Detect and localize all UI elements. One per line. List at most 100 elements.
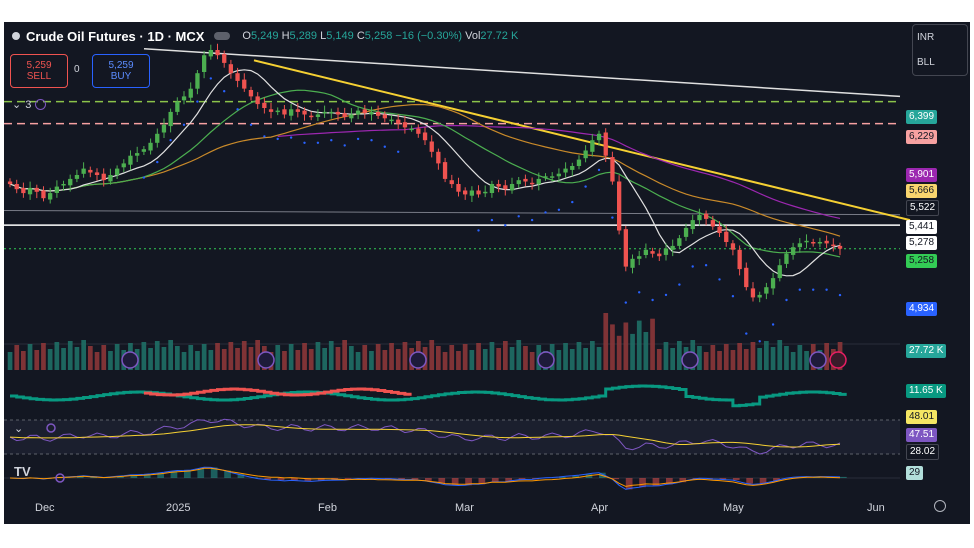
volume-label: Vol [465,30,481,42]
candle-body [21,187,26,194]
candle-body [416,128,421,134]
volume-bar [74,347,80,370]
volume-bar [248,347,254,370]
symbol-title[interactable]: Crude Oil Futures · 1D · MCX [26,28,205,44]
ma-line [9,89,841,258]
volume-bar [436,346,441,370]
candle-body [657,253,662,257]
macd-bar [719,478,727,480]
volume-bar [616,335,622,370]
volume-bar [663,342,669,370]
volume-bar [516,340,522,370]
indicator-dot [477,229,480,232]
volume-bar [154,341,160,370]
volume-bar [636,320,642,370]
candle-body [115,168,120,175]
macd-bar [197,468,205,478]
candle-body [429,141,434,152]
volume-bar [449,345,455,370]
indicators-toggle[interactable]: ⌄ 3 [12,98,47,111]
volume-bar [569,349,575,370]
candle-body [717,226,722,233]
candle-body [596,133,602,141]
candle-body [663,248,669,255]
price-scale-label: 5,278 [906,236,938,250]
buy-button[interactable]: 5,259 BUY [92,54,150,88]
toggle-icon[interactable] [214,32,231,40]
indicator-dot [223,90,226,93]
candle-body [161,124,167,133]
price-scale-label: 5,901 [906,168,938,182]
unit-label[interactable]: BLL [917,57,935,68]
macd-bar [117,476,124,478]
volume-bar [389,343,394,370]
indicator-dot [182,123,186,127]
volume-bar [482,349,488,370]
candle-body [744,267,749,288]
volume-bar [784,346,789,370]
indicator-dot [316,141,320,144]
macd-bar [732,478,740,481]
candle-body [302,110,307,115]
volume-bar [623,322,629,370]
indicators-count: 3 [25,98,32,111]
candle-body [449,180,454,185]
indicator-dot [504,224,507,227]
chevron-down-icon: ⌄ [12,99,22,111]
candle-body [583,150,588,159]
event-marker-icon [121,351,139,369]
macd-bar [237,474,245,478]
candle-body [315,114,321,117]
volume-bar [255,340,260,370]
macd-bar [451,478,459,486]
candle-body [804,240,809,243]
candle-body [402,122,408,128]
volume-bar [804,351,809,370]
price-chart[interactable]: ⌄ [4,22,970,524]
indicator-dot [356,137,360,141]
candle-body [483,191,488,194]
macd-bar [612,478,620,480]
settings-icon[interactable] [934,500,946,512]
indicator-dot [303,141,306,144]
candle-body [724,231,729,242]
candle-body [550,176,555,178]
indicator-dot [209,77,212,80]
volume-bar [750,342,756,370]
macd-bar [277,478,285,481]
volume-bar [141,342,147,370]
macd-bar [759,478,767,484]
indicator-dot [557,208,561,211]
macd-bar [425,478,432,481]
currency-label[interactable]: INR [917,32,935,43]
chart-frame: ⌄ Crude Oil Futures · 1D · MCX O5,249 H5… [4,22,970,524]
event-marker-icon [409,351,427,369]
volume-bar [362,345,368,370]
candle-body [168,111,173,127]
volume-bar [489,342,495,370]
candle-body [750,288,756,298]
sell-button[interactable]: 5,259 SELL [10,54,68,88]
candle-body [617,181,622,231]
candle-body [342,113,347,118]
macd-bar [572,475,579,478]
candle-body [275,110,280,113]
volume-bar [34,350,40,370]
ma-line [9,69,841,277]
volume-bar [703,352,709,370]
candle-body [436,151,441,164]
chevron-down-icon: ⌄ [14,423,23,435]
candle-body [770,278,776,289]
indicator-dot [651,298,654,302]
macd-bar [773,478,780,482]
close-value: 5,258 [364,30,393,42]
volume-bar [456,351,461,370]
indicator-dot [169,139,172,142]
candle-body [650,251,655,254]
macd-bar [143,474,151,478]
candle-body [208,50,213,57]
volume-bar [315,342,321,370]
indicator-dot [490,218,494,222]
volume-bar [496,348,501,370]
currency-panel[interactable]: INR BLL [912,24,968,76]
